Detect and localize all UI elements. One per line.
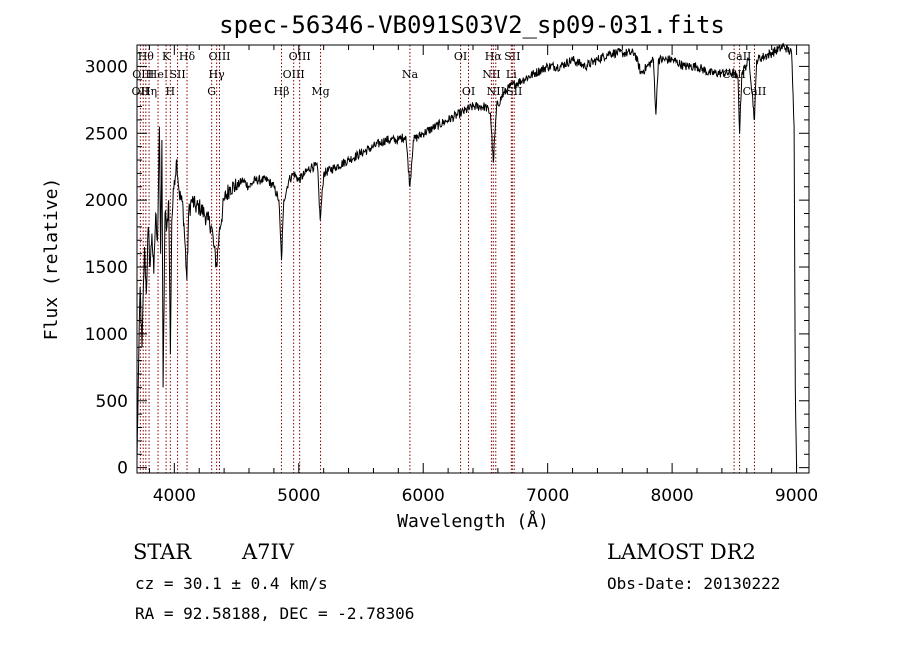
x-tick-label: 5000 <box>277 486 320 506</box>
y-tick-label: 1500 <box>85 258 128 278</box>
spectrum-line <box>136 42 798 468</box>
chart-title: spec-56346-VB091S03V2_sp09-031.fits <box>219 11 725 39</box>
line-marker-label: NII <box>487 85 505 98</box>
line-marker-label: OIII <box>283 68 305 81</box>
line-marker-label: CaII <box>743 85 767 98</box>
line-marker-label: OIII <box>208 50 230 63</box>
line-marker-label: Hδ <box>179 50 196 63</box>
y-tick-label: 500 <box>96 392 128 412</box>
x-tick-label: 4000 <box>153 486 196 506</box>
emission-line-markers: OIIOIIIHθHηHeIKHSIIHδGHγOIIIHβOIIIOIIIMg… <box>132 45 767 473</box>
survey-name: LAMOST DR2 <box>607 540 756 564</box>
line-marker-label: G <box>207 85 216 98</box>
line-marker-label: Hα <box>485 50 503 63</box>
line-marker-label: Mg <box>311 85 329 98</box>
line-marker-label: OII <box>132 85 150 98</box>
line-marker-label: OIII <box>289 50 311 63</box>
line-marker-label: OI <box>462 85 475 98</box>
y-tick-label: 0 <box>117 459 128 479</box>
object-class: STAR <box>133 540 192 564</box>
line-marker-label: Hγ <box>209 68 226 81</box>
line-marker-label: HeI <box>148 68 168 81</box>
line-marker-label: CaII <box>728 50 752 63</box>
y-tick-label: 2500 <box>85 124 128 144</box>
x-axis: 4000 5000 6000 7000 8000 9000 <box>148 45 818 506</box>
plot-frame <box>136 44 810 474</box>
line-marker-label: H <box>166 85 176 98</box>
y-tick-label: 2000 <box>85 191 128 211</box>
y-tick-label: 3000 <box>85 57 128 77</box>
coordinates-readout: RA = 92.58188, DEC = -2.78306 <box>135 604 414 623</box>
line-marker-label: Li <box>506 68 517 81</box>
x-tick-label: 6000 <box>402 486 445 506</box>
line-marker-label: OI <box>454 50 467 63</box>
x-tick-label: 9000 <box>775 486 818 506</box>
line-marker-label: SII <box>506 85 522 98</box>
y-tick-label: 1000 <box>85 325 128 345</box>
redshift-readout: cz = 30.1 ± 0.4 km/s <box>135 574 328 593</box>
y-axis-title: Flux (relative) <box>41 178 62 341</box>
line-marker-label: NII <box>482 68 500 81</box>
x-tick-label: 7000 <box>526 486 569 506</box>
line-marker-label: SII <box>504 50 520 63</box>
line-marker-label: Na <box>402 68 419 81</box>
x-tick-label: 8000 <box>650 486 693 506</box>
object-subclass: A7IV <box>241 540 295 564</box>
line-marker-label: Hη <box>141 85 157 98</box>
line-marker-label: SII <box>169 68 185 81</box>
line-marker-label: K <box>162 50 171 63</box>
observation-date: Obs-Date: 20130222 <box>607 574 780 593</box>
line-marker-label: Hθ <box>138 50 155 63</box>
line-marker-label: Hβ <box>274 85 290 98</box>
series-group <box>136 42 798 468</box>
x-axis-title: Wavelength (Å) <box>397 510 549 532</box>
y-axis: 0 500 1000 1500 2000 2500 3000 <box>85 52 809 479</box>
